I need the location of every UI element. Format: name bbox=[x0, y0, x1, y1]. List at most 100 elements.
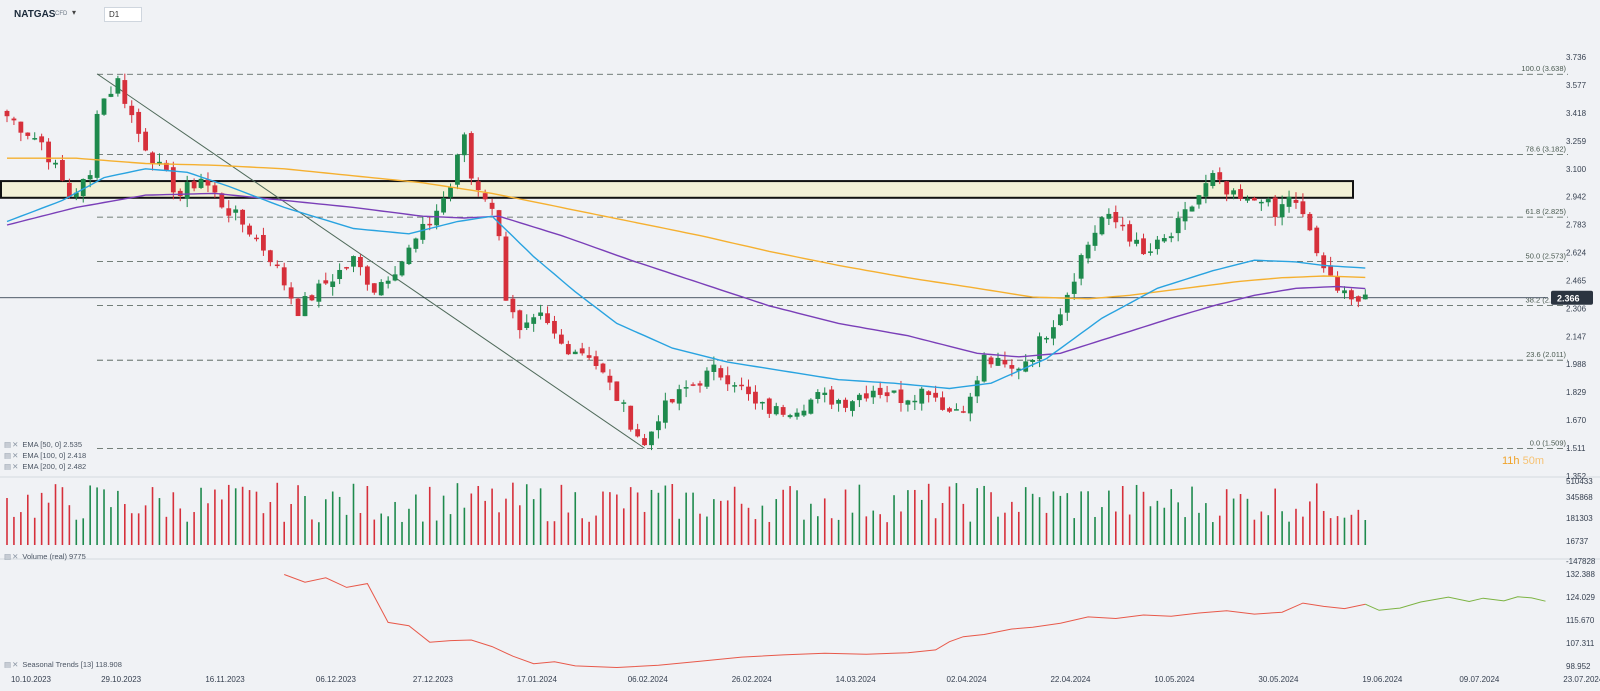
legend-ema200-label: EMA [200, 0] 2.482 bbox=[22, 462, 87, 471]
candle-body bbox=[967, 396, 973, 414]
candle-body bbox=[621, 402, 627, 404]
settings-icon[interactable]: ▤✕ bbox=[4, 462, 20, 471]
candle-body bbox=[136, 111, 142, 134]
candle-body bbox=[628, 405, 634, 430]
seasonal-axis-tick: 132.388 bbox=[1566, 570, 1595, 579]
settings-icon[interactable]: ▤✕ bbox=[4, 660, 20, 669]
candle-body bbox=[545, 313, 550, 324]
seasonal-axis-tick: 115.670 bbox=[1566, 616, 1595, 625]
fib-level-label: 61.8 (2.825) bbox=[1526, 207, 1567, 216]
candle-body bbox=[1051, 327, 1056, 339]
candle-body bbox=[240, 209, 246, 225]
timeframe-select[interactable]: D1 bbox=[104, 7, 142, 22]
symbol-name[interactable]: NATGAS bbox=[14, 9, 56, 20]
x-axis-tick: 06.02.2024 bbox=[628, 675, 669, 684]
candle-body bbox=[614, 381, 620, 401]
legend-ema50[interactable]: ▤✕ EMA [50, 0] 2.535 bbox=[4, 440, 82, 449]
candle-body bbox=[351, 256, 356, 267]
candle-body bbox=[150, 152, 155, 165]
trend-line bbox=[96, 73, 645, 449]
candle-body bbox=[690, 384, 696, 386]
price-axis-tick: 2.306 bbox=[1566, 304, 1587, 313]
candle-body bbox=[170, 167, 176, 193]
candle-body bbox=[468, 133, 474, 179]
x-axis-tick: 16.11.2023 bbox=[205, 675, 245, 684]
legend-ema100[interactable]: ▤✕ EMA [100, 0] 2.418 bbox=[4, 451, 86, 460]
candle-body bbox=[1120, 224, 1126, 227]
candle-body bbox=[1362, 294, 1368, 300]
legend-seasonal[interactable]: ▤✕ Seasonal Trends [13] 118.908 bbox=[4, 660, 122, 669]
candle-body bbox=[891, 390, 897, 393]
candle-body bbox=[371, 283, 377, 293]
candle-body bbox=[898, 389, 904, 404]
settings-icon[interactable]: ▤✕ bbox=[4, 552, 20, 561]
candle-body bbox=[732, 385, 738, 387]
candle-body bbox=[683, 387, 689, 389]
volume-axis-tick: 181303 bbox=[1566, 514, 1593, 523]
candle-body bbox=[101, 98, 107, 115]
candle-body bbox=[565, 344, 571, 355]
candle-body bbox=[801, 410, 807, 416]
candle-body bbox=[704, 370, 710, 387]
price-axis-tick: 2.624 bbox=[1566, 248, 1587, 257]
candle-body bbox=[482, 193, 488, 200]
candle-body bbox=[766, 398, 772, 414]
candle-body bbox=[129, 105, 135, 116]
x-axis-tick: 09.07.2024 bbox=[1459, 675, 1500, 684]
candle-body bbox=[1182, 209, 1188, 222]
legend-volume[interactable]: ▤✕ Volume (real) 9775 bbox=[4, 552, 86, 561]
candle-body bbox=[552, 320, 557, 334]
candle-body bbox=[1016, 368, 1022, 371]
instrument-type: CFD bbox=[55, 11, 68, 17]
candle-body bbox=[1037, 336, 1042, 360]
candle-body bbox=[1238, 189, 1243, 199]
candle-body bbox=[1023, 361, 1029, 372]
candle-body bbox=[330, 281, 336, 287]
candle-body bbox=[808, 399, 814, 414]
bar-countdown: 11h 50m bbox=[1502, 455, 1544, 467]
candle-body bbox=[863, 393, 869, 399]
candle-body bbox=[995, 357, 1001, 366]
candle-body bbox=[316, 283, 322, 302]
candle-body bbox=[787, 415, 793, 418]
candle-body bbox=[649, 431, 654, 446]
candle-body bbox=[399, 261, 405, 276]
candle-body bbox=[815, 392, 821, 399]
x-axis-tick: 14.03.2024 bbox=[836, 675, 877, 684]
settings-icon[interactable]: ▤✕ bbox=[4, 451, 20, 460]
candle-body bbox=[323, 280, 329, 284]
candle-body bbox=[32, 138, 38, 140]
candle-body bbox=[420, 223, 426, 240]
candle-body bbox=[1057, 314, 1063, 326]
candle-body bbox=[836, 399, 841, 404]
candle-body bbox=[662, 400, 668, 423]
price-axis-tick: 1.829 bbox=[1566, 388, 1587, 397]
x-axis-tick: 10.05.2024 bbox=[1154, 675, 1195, 684]
toolbar: NATGAS CFD ▾ D1 bbox=[0, 0, 1600, 30]
candle-body bbox=[1355, 296, 1361, 302]
candle-body bbox=[510, 298, 516, 313]
candle-body bbox=[559, 334, 564, 344]
candle-body bbox=[18, 121, 24, 133]
candle-body bbox=[1085, 244, 1091, 259]
legend-ema100-label: EMA [100, 0] 2.418 bbox=[22, 451, 87, 460]
candle-body bbox=[1099, 217, 1105, 235]
countdown-hours: 11h bbox=[1502, 455, 1520, 467]
candle-body bbox=[1196, 195, 1202, 205]
ema200-line bbox=[7, 157, 1366, 300]
candle-body bbox=[219, 193, 225, 208]
settings-icon[interactable]: ▤✕ bbox=[4, 440, 20, 449]
candle-body bbox=[455, 154, 460, 185]
candle-body bbox=[856, 394, 862, 401]
x-axis-tick: 23.07.2024 bbox=[1563, 675, 1600, 684]
candle-body bbox=[39, 136, 45, 143]
candle-body bbox=[1286, 196, 1292, 207]
price-axis-tick: 2.147 bbox=[1566, 332, 1587, 341]
x-axis-tick: 26.02.2024 bbox=[732, 675, 773, 684]
legend-ema200[interactable]: ▤✕ EMA [200, 0] 2.482 bbox=[4, 462, 86, 471]
volume-axis-tick: 345868 bbox=[1566, 493, 1593, 502]
seasonal-line bbox=[284, 574, 1366, 669]
candle-body bbox=[1175, 218, 1181, 234]
chevron-down-icon[interactable]: ▾ bbox=[72, 8, 77, 17]
